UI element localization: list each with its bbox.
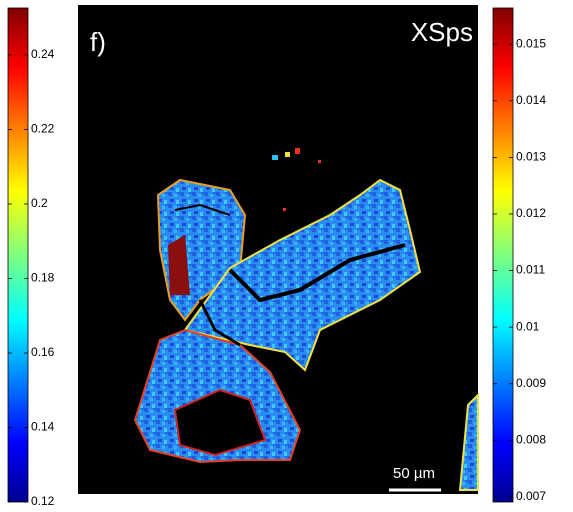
colorbar-tick-label: 0.015 <box>516 36 546 50</box>
scale-bar-label: 50 µm <box>393 465 435 482</box>
colorbar-tick-label: 0.01 <box>516 319 540 333</box>
panel-label: f) <box>90 27 106 57</box>
colorbar-tick-label: 0.2 <box>31 196 48 210</box>
colorbar-tick-label: 0.012 <box>516 206 546 220</box>
grains <box>133 148 479 491</box>
colorbar-tick-label: 0.18 <box>31 271 55 285</box>
colorbar-tick-label: 0.14 <box>31 420 55 434</box>
colorbar-tick-label: 0.24 <box>31 47 55 61</box>
colorbar-tick-label: 0.12 <box>31 494 55 507</box>
right-colorbar <box>492 7 514 503</box>
colorbar-tick-label: 0.011 <box>516 263 545 277</box>
colorbar-tick-label: 0.013 <box>516 150 546 164</box>
colorbar-tick-label: 0.16 <box>31 345 55 359</box>
colorbar-tick-label: 0.008 <box>516 432 546 446</box>
colorbar-tick-label: 0.009 <box>516 376 546 390</box>
left-colorbar <box>7 7 29 503</box>
map-title: XSps <box>411 17 473 47</box>
colorbar-tick-label: 0.007 <box>516 489 546 503</box>
colorbar-tick-label: 0.014 <box>516 93 546 107</box>
colorbar-tick-label: 0.22 <box>31 122 55 136</box>
